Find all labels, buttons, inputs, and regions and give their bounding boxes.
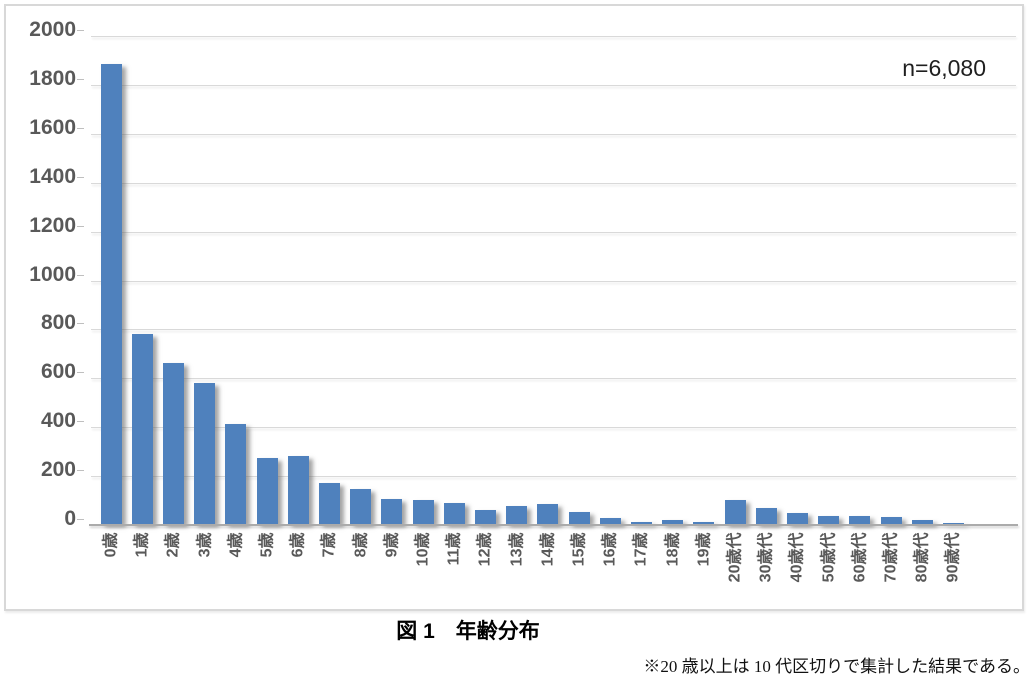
gridline: [91, 427, 1016, 429]
x-axis-tick-label: 50歳代: [820, 532, 838, 583]
bar-50歳代: [818, 515, 840, 524]
x-axis-tick-label: 1歳: [133, 532, 151, 558]
x-axis-tick-label: 16歳: [601, 532, 619, 567]
chart-frame: 0歳 1歳 2歳 3歳 4歳 5歳 6歳 7歳 8歳 9歳 10歳 11歳 12歳 13歳 14歳 15歳 16…: [4, 4, 1024, 611]
x-axis-tick-label: 40歳代: [788, 532, 806, 583]
x-axis-tick-label: 80歳代: [913, 532, 931, 583]
bar-80歳代: [911, 520, 933, 524]
bar-30歳代: [755, 507, 777, 524]
y-axis-tick-label: 1600: [29, 115, 76, 139]
bar-10歳: [412, 499, 434, 524]
y-axis-tick-label: 600: [40, 360, 76, 384]
x-axis-tick-label: 5歳: [258, 532, 276, 558]
y-axis-tick-label: 2000: [29, 18, 76, 41]
x-axis-tick-label: 10歳: [414, 532, 432, 567]
x-axis-tick-label: 15歳: [570, 532, 588, 567]
bar-13歳: [506, 506, 528, 524]
y-axis-tick-mark: [77, 78, 84, 80]
bar-70歳代: [880, 517, 902, 524]
x-axis-tick-label: 8歳: [352, 532, 370, 558]
bar-12歳: [474, 509, 496, 524]
y-axis-tick-mark: [77, 225, 84, 227]
x-axis-tick-label: 4歳: [227, 532, 245, 558]
y-axis-tick-mark: [77, 127, 84, 129]
bar-18歳: [662, 520, 684, 524]
sample-size-annotation: n=6,080: [902, 55, 986, 81]
x-axis-tick-label: 70歳代: [882, 532, 900, 583]
gridline: [91, 84, 1016, 86]
bar-9歳: [381, 498, 403, 524]
bar-2歳: [162, 362, 184, 524]
y-axis-tick-mark: [77, 323, 84, 325]
gridline: [91, 133, 1016, 135]
y-axis-tick-mark: [77, 519, 84, 520]
y-axis-tick-label: 800: [40, 311, 76, 335]
bar-19歳: [693, 521, 715, 524]
gridline: [91, 378, 1016, 380]
x-axis-line: [89, 524, 1018, 526]
bar-17歳: [630, 521, 652, 524]
bar-4歳: [225, 423, 247, 524]
bar-15歳: [568, 512, 590, 524]
gridline: [91, 182, 1016, 184]
y-axis-tick-mark: [77, 372, 84, 374]
x-axis-tick-label: 9歳: [383, 532, 401, 558]
x-axis-tick-label: 11歳: [445, 532, 463, 566]
gridline: [91, 280, 1016, 282]
x-axis-tick-label: 20歳代: [726, 532, 744, 583]
gridline: [91, 231, 1016, 233]
bar-20歳代: [724, 500, 746, 524]
bar-14歳: [537, 504, 559, 524]
bar-90歳代: [942, 523, 964, 524]
y-axis-tick-mark: [77, 274, 84, 276]
gridline: [91, 36, 1016, 37]
bar-5歳: [256, 458, 278, 524]
bar-3歳: [194, 383, 216, 524]
x-axis-tick-label: 19歳: [695, 532, 713, 567]
bar-1歳: [131, 333, 153, 524]
x-axis-tick-label: 6歳: [289, 532, 307, 558]
bar-8歳: [350, 489, 372, 524]
bar-6歳: [287, 456, 309, 524]
y-axis-tick-label: 1000: [29, 262, 76, 286]
x-axis-tick-label: 14歳: [539, 532, 557, 567]
y-axis-tick-label: 400: [40, 409, 76, 433]
x-axis-tick-label: 2歳: [164, 532, 182, 558]
x-axis-tick-label: 18歳: [664, 532, 682, 567]
chart-footnote: ※20 歳以上は 10 代区切りで集計した結果である。: [643, 657, 1030, 676]
x-axis-tick-label: 17歳: [632, 532, 650, 567]
bar-60歳代: [849, 515, 871, 524]
bar-40歳代: [786, 512, 808, 524]
y-axis-tick-label: 1200: [29, 213, 76, 237]
x-axis-tick-label: 0歳: [102, 532, 120, 558]
x-axis-tick-label: 12歳: [476, 532, 494, 567]
y-axis-tick-mark: [77, 421, 84, 423]
y-axis-tick-label: 200: [40, 458, 76, 482]
y-axis-tick-mark: [77, 470, 84, 472]
chart-caption: 図 1 年齢分布: [396, 620, 540, 643]
x-axis-tick-label: 3歳: [196, 532, 214, 558]
bar-0歳: [100, 64, 122, 524]
x-axis-tick-label: 60歳代: [851, 532, 869, 583]
y-axis-tick-label: 1800: [29, 66, 76, 90]
gridline: [91, 476, 1016, 478]
x-axis-tick-label: 90歳代: [944, 532, 962, 583]
y-axis-tick-label: 0: [64, 507, 76, 530]
bar-16歳: [599, 517, 621, 524]
x-axis-tick-label: 7歳: [320, 532, 338, 558]
bar-7歳: [318, 483, 340, 524]
y-axis-tick-mark: [77, 30, 84, 31]
bar-11歳: [443, 503, 465, 524]
gridline: [91, 329, 1016, 331]
x-axis-tick-label: 30歳代: [757, 532, 775, 583]
y-axis-tick-mark: [77, 176, 84, 178]
x-axis-tick-label: 13歳: [508, 532, 526, 567]
y-axis-tick-label: 1400: [29, 164, 76, 188]
plot-area: 0歳 1歳 2歳 3歳 4歳 5歳 6歳 7歳 8歳 9歳 10歳 11歳 12歳 13歳 14歳 15歳 16…: [89, 36, 1018, 582]
